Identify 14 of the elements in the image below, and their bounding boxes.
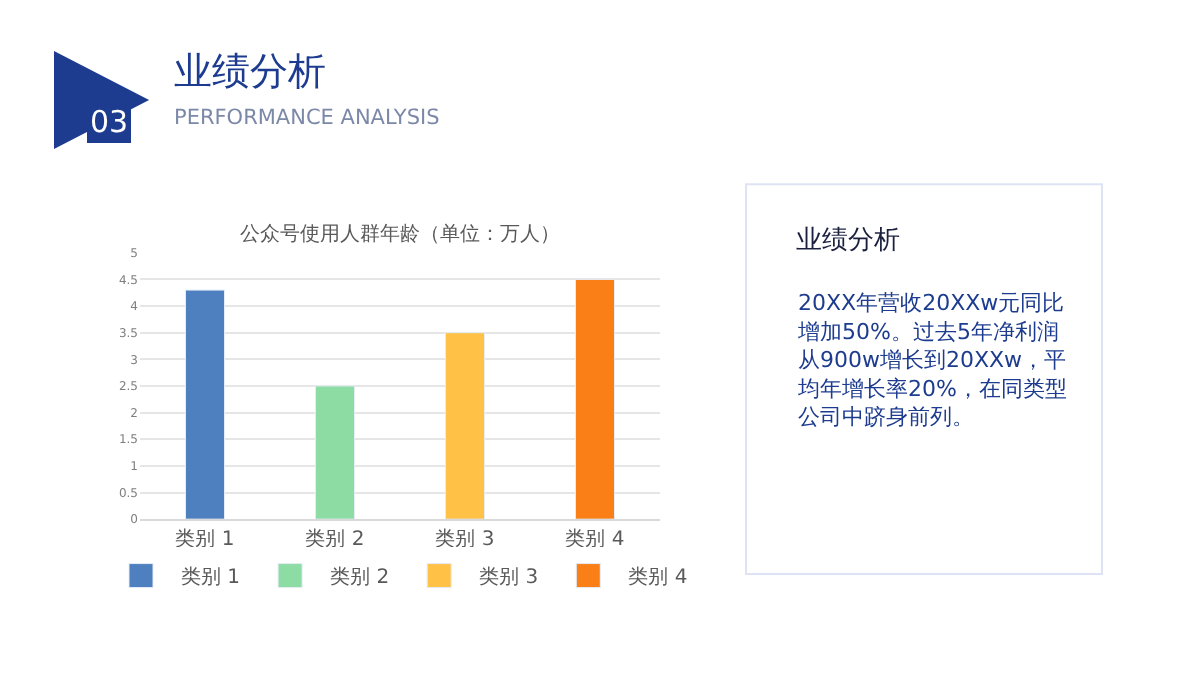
legend-label: 类别 3 [479,565,539,590]
text: 业绩分析 [796,226,900,256]
chart-title: 公众号使用人群年龄（单位：万人） [240,222,560,246]
legend-label: 类别 2 [330,565,390,590]
text: 20XX年营收20XXw元同比增加50%。过去5年净利润从900w增长到20XXw，平均年增长率20%，在同类型公司中跻身前列。 [796,290,1067,431]
x-tick-label: 类别 1 [175,527,235,552]
text: 业绩分析 [174,50,326,94]
text: 03 [90,104,129,140]
text: PERFORMANCE ANALYSIS [174,106,441,130]
x-tick-label: 类别 3 [435,527,495,552]
x-tick-label: 类别 2 [305,527,365,552]
x-tick-label: 类别 4 [565,527,625,552]
legend-label: 类别 4 [628,565,688,590]
legend-label: 类别 1 [181,565,241,590]
